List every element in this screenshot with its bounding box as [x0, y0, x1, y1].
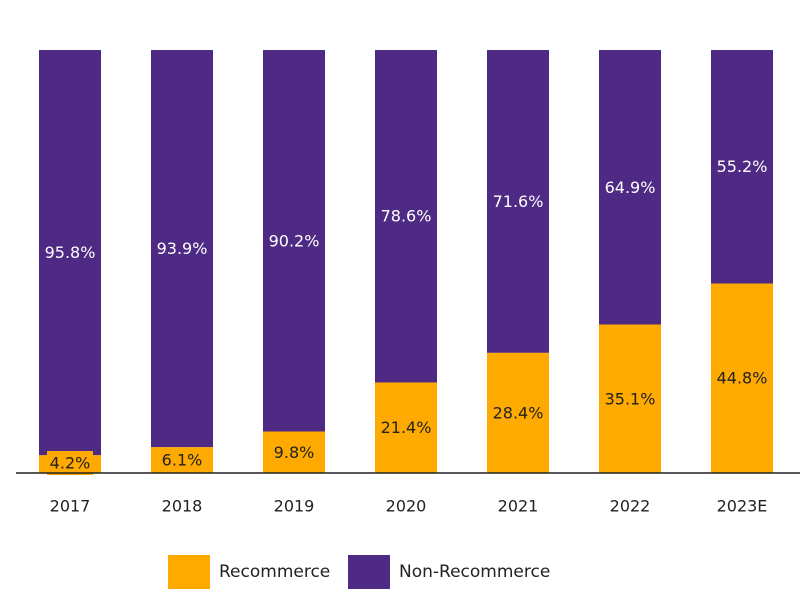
bar-recommerce-2022 [599, 324, 661, 473]
x-tick-label-2018: 2018 [162, 497, 203, 516]
label-non-recommerce-2019: 90.2% [269, 231, 320, 250]
label-recommerce-2021: 28.4% [493, 403, 544, 422]
bar-recommerce-2023e [711, 283, 773, 473]
bar-recommerce-2019 [263, 431, 325, 473]
bar-non-recommerce-2019 [263, 50, 325, 432]
label-non-recommerce-2021: 71.6% [493, 192, 544, 211]
label-non-recommerce-2020: 78.6% [381, 207, 432, 226]
legend-item-recommerce: Recommerce [168, 555, 330, 589]
x-tick-label-2022: 2022 [610, 497, 651, 516]
label-non-recommerce-2023e: 55.2% [717, 157, 768, 176]
bar-non-recommerce-2021 [487, 50, 549, 353]
label-recommerce-2023e: 44.8% [717, 369, 768, 388]
bar-recommerce-2021 [487, 352, 549, 473]
label-recommerce-2022: 35.1% [605, 389, 656, 408]
x-tick-label-2023e: 2023E [717, 497, 768, 516]
label-recommerce-2018: 6.1% [162, 451, 203, 470]
bar-non-recommerce-2020 [375, 50, 437, 383]
legend-label-recommerce: Recommerce [219, 562, 331, 582]
label-non-recommerce-2018: 93.9% [157, 239, 208, 258]
legend-swatch-recommerce [168, 555, 210, 589]
x-tick-label-2021: 2021 [498, 497, 539, 516]
x-tick-label-2020: 2020 [386, 497, 427, 516]
label-recommerce-2017: 4.2% [50, 454, 91, 473]
label-box-recommerce-2017 [47, 451, 93, 475]
bar-non-recommerce-2017 [39, 50, 101, 456]
label-recommerce-2019: 9.8% [274, 443, 315, 462]
bar-non-recommerce-2018 [151, 50, 213, 448]
bar-non-recommerce-2023e [711, 50, 773, 284]
label-non-recommerce-2022: 64.9% [605, 178, 656, 197]
legend-swatch-non-recommerce [348, 555, 390, 589]
label-recommerce-2020: 21.4% [381, 418, 432, 437]
x-tick-label-2019: 2019 [274, 497, 315, 516]
legend-item-non-recommerce: Non-Recommerce [348, 555, 550, 589]
bar-recommerce-2020 [375, 382, 437, 473]
bar-non-recommerce-2022 [599, 50, 661, 325]
legend-label-non-recommerce: Non-Recommerce [399, 562, 551, 582]
legend: Recommerce Non-Recommerce [0, 555, 811, 589]
bar-recommerce-2018 [151, 447, 213, 473]
x-tick-label-2017: 2017 [50, 497, 91, 516]
label-non-recommerce-2017: 95.8% [45, 243, 96, 262]
